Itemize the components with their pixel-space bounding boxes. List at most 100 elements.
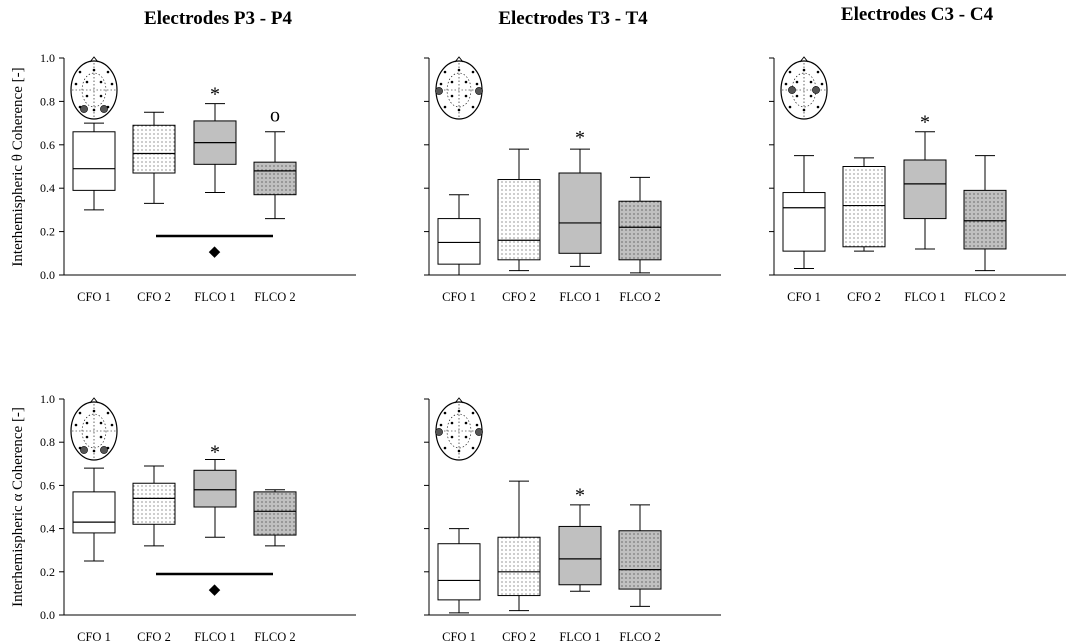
electrode-dot: [85, 421, 89, 425]
box-flco-1: [193, 103, 237, 194]
x-category-label: CFO 1: [787, 290, 821, 304]
head-electrode-icon: [435, 397, 483, 461]
electrode-dot: [450, 80, 454, 84]
x-category-label: CFO 2: [137, 290, 171, 304]
box-iqr: [132, 124, 176, 174]
electrode-dot: [816, 70, 820, 74]
head-inner-ring: [81, 413, 107, 449]
head-electrode-icon: [780, 56, 828, 120]
title-p3-p4: Electrodes P3 - P4: [144, 8, 292, 29]
head-nose: [89, 397, 99, 404]
electrode-dot: [464, 80, 468, 84]
box-cfo-2: [497, 480, 541, 612]
highlighted-electrode: [100, 105, 108, 113]
electrode-dot: [450, 94, 454, 98]
box-cfo-1: [72, 467, 116, 562]
electrode-dot: [471, 411, 475, 415]
box-cfo-1: [782, 155, 826, 269]
electrode-dot: [795, 80, 799, 84]
box-cfo-2: [132, 111, 176, 204]
electrode-dot: [795, 94, 799, 98]
electrode-dot: [464, 94, 468, 98]
box-iqr: [842, 166, 886, 248]
box-iqr: [72, 131, 116, 191]
y-tick-label: 0.2: [40, 565, 55, 579]
x-category-label: FLCO 1: [194, 290, 235, 304]
y-tick-label: 0.8: [40, 94, 55, 108]
x-category-label: FLCO 2: [619, 290, 660, 304]
significance-star: *: [210, 442, 220, 464]
highlighted-electrode: [788, 86, 796, 94]
panel-alpha-p3p4: 0.0 0.2 0.4 0.6 0.8 1.0 CFO 1 CFO 2 FLCO 1 FLCO 2…: [40, 392, 356, 643]
x-category-label: CFO 1: [442, 630, 476, 643]
diamond-marker: ◆: [209, 244, 221, 260]
significance-circle: o: [270, 105, 280, 127]
significance-star: *: [920, 112, 930, 134]
electrode-dot: [443, 411, 447, 415]
head-electrode-icon: [70, 56, 118, 120]
highlighted-electrode: [812, 86, 820, 94]
box-iqr: [618, 200, 662, 261]
box-iqr: [437, 218, 481, 265]
x-category-label: CFO 2: [502, 630, 536, 643]
y-tick-label: 0.4: [40, 522, 55, 536]
box-iqr: [618, 530, 662, 590]
ylabel-alpha: Interhemispheric α Coherence [-]: [10, 407, 26, 607]
x-category-label: FLCO 2: [619, 630, 660, 643]
head-nose: [89, 56, 99, 63]
y-tick-label: 0.4: [40, 181, 55, 195]
head-nose: [454, 56, 464, 63]
head-inner-ring: [446, 72, 472, 108]
electrode-dot: [809, 80, 813, 84]
electrode-dot: [443, 105, 447, 109]
electrode-dot: [471, 70, 475, 74]
electrode-dot: [85, 435, 89, 439]
highlighted-electrode: [475, 87, 483, 95]
x-category-label: FLCO 2: [964, 290, 1005, 304]
x-category-label: FLCO 1: [559, 630, 600, 643]
electrode-dot: [475, 82, 479, 86]
electrode-dot: [457, 108, 461, 112]
electrode-dot: [106, 70, 110, 74]
electrode-dot: [78, 411, 82, 415]
box-flco-1: [193, 458, 237, 538]
electrode-dot: [788, 105, 792, 109]
x-category-label: FLCO 1: [904, 290, 945, 304]
y-tick-label: 0.8: [40, 435, 55, 449]
head-electrode-icon: [70, 397, 118, 461]
box-iqr: [903, 159, 947, 220]
electrode-dot: [92, 68, 96, 72]
box-flco-1: [903, 131, 947, 250]
electrode-dot: [99, 80, 103, 84]
electrode-dot: [464, 421, 468, 425]
box-iqr: [437, 543, 481, 601]
title-t3-t4: Electrodes T3 - T4: [498, 8, 648, 29]
electrode-dot: [74, 82, 78, 86]
box-iqr: [132, 482, 176, 525]
x-category-label: CFO 2: [847, 290, 881, 304]
electrode-dot: [99, 435, 103, 439]
electrode-dot: [457, 449, 461, 453]
ylabel-theta: Interhemispheric θ Coherence [-]: [10, 67, 26, 266]
box-iqr: [782, 192, 826, 252]
box-flco-1: [558, 148, 602, 267]
box-flco-2: [618, 504, 662, 607]
box-flco-2: [618, 176, 662, 274]
box-iqr: [963, 189, 1007, 250]
y-tick-label: 0.2: [40, 225, 55, 239]
significance-star: *: [575, 485, 585, 507]
significance-star: *: [210, 83, 220, 105]
title-c3-c4: Electrodes C3 - C4: [841, 4, 994, 25]
electrode-dot: [99, 94, 103, 98]
electrode-dot: [475, 423, 479, 427]
box-cfo-2: [842, 157, 886, 252]
x-category-label: CFO 2: [137, 630, 171, 643]
panel-theta-p3p4: 0.0 0.2 0.4 0.6 0.8 1.0 CFO 1 CFO 2 FLCO 1 FLCO 2…: [40, 51, 356, 304]
electrode-dot: [820, 82, 824, 86]
box-cfo-1: [437, 194, 481, 276]
box-iqr: [193, 469, 237, 508]
electrode-dot: [92, 449, 96, 453]
box-flco-2: [253, 131, 297, 220]
electrode-dot: [85, 94, 89, 98]
